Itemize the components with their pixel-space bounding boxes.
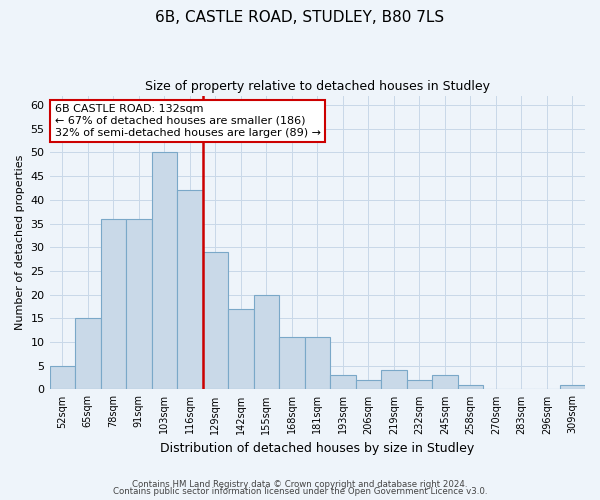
Bar: [432, 375, 458, 390]
Bar: [50, 366, 75, 390]
Bar: [381, 370, 407, 390]
Bar: [126, 219, 152, 390]
Y-axis label: Number of detached properties: Number of detached properties: [15, 155, 25, 330]
Bar: [407, 380, 432, 390]
Bar: [177, 190, 203, 390]
X-axis label: Distribution of detached houses by size in Studley: Distribution of detached houses by size …: [160, 442, 475, 455]
Title: Size of property relative to detached houses in Studley: Size of property relative to detached ho…: [145, 80, 490, 93]
Bar: [458, 384, 483, 390]
Bar: [560, 384, 585, 390]
Bar: [75, 318, 101, 390]
Text: 6B, CASTLE ROAD, STUDLEY, B80 7LS: 6B, CASTLE ROAD, STUDLEY, B80 7LS: [155, 10, 445, 25]
Text: 6B CASTLE ROAD: 132sqm
← 67% of detached houses are smaller (186)
32% of semi-de: 6B CASTLE ROAD: 132sqm ← 67% of detached…: [55, 104, 321, 138]
Bar: [228, 309, 254, 390]
Bar: [330, 375, 356, 390]
Bar: [101, 219, 126, 390]
Bar: [305, 338, 330, 390]
Bar: [356, 380, 381, 390]
Bar: [152, 152, 177, 390]
Bar: [203, 252, 228, 390]
Bar: [279, 338, 305, 390]
Text: Contains public sector information licensed under the Open Government Licence v3: Contains public sector information licen…: [113, 487, 487, 496]
Bar: [254, 294, 279, 390]
Text: Contains HM Land Registry data © Crown copyright and database right 2024.: Contains HM Land Registry data © Crown c…: [132, 480, 468, 489]
